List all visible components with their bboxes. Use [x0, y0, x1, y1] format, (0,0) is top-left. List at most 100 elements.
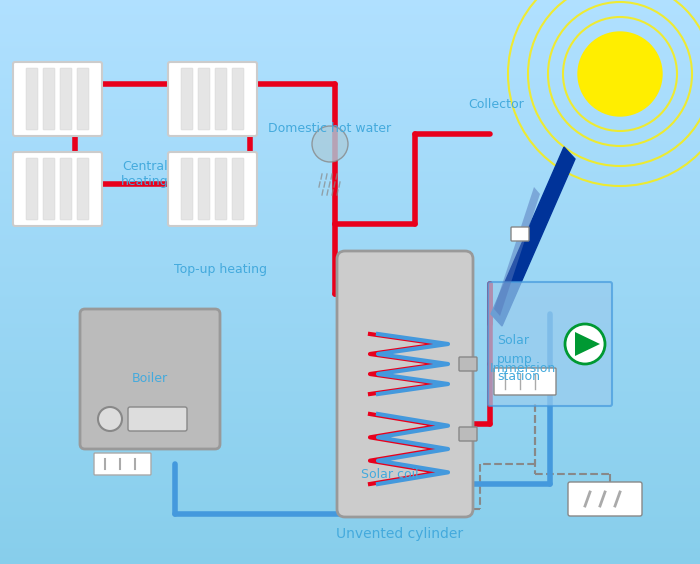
- Bar: [0, 112, 700, 113]
- Bar: [0, 157, 700, 158]
- Bar: [0, 331, 700, 332]
- Bar: [0, 461, 700, 462]
- Bar: [0, 314, 700, 315]
- Circle shape: [98, 407, 122, 431]
- Bar: [0, 238, 700, 239]
- Bar: [0, 110, 700, 111]
- Bar: [0, 221, 700, 222]
- Bar: [0, 78, 700, 79]
- Bar: [0, 553, 700, 554]
- Bar: [0, 471, 700, 472]
- Bar: [0, 391, 700, 392]
- Bar: [0, 522, 700, 523]
- FancyBboxPatch shape: [60, 158, 72, 220]
- Bar: [0, 269, 700, 270]
- Bar: [0, 265, 700, 266]
- Bar: [0, 273, 700, 274]
- Bar: [0, 380, 700, 381]
- Bar: [0, 103, 700, 104]
- Bar: [0, 310, 700, 311]
- Bar: [0, 362, 700, 363]
- Bar: [0, 206, 700, 207]
- Bar: [0, 415, 700, 416]
- Bar: [0, 138, 700, 139]
- Bar: [0, 472, 700, 473]
- Bar: [0, 393, 700, 394]
- Bar: [0, 353, 700, 354]
- Bar: [0, 316, 700, 317]
- Bar: [0, 474, 700, 475]
- Bar: [0, 31, 700, 32]
- Bar: [0, 22, 700, 23]
- Bar: [0, 328, 700, 329]
- Bar: [0, 136, 700, 137]
- Bar: [0, 7, 700, 8]
- Bar: [0, 526, 700, 527]
- Bar: [0, 387, 700, 388]
- Bar: [0, 68, 700, 69]
- Bar: [0, 534, 700, 535]
- Bar: [0, 222, 700, 223]
- Bar: [0, 395, 700, 396]
- Bar: [0, 69, 700, 70]
- Bar: [0, 547, 700, 548]
- Bar: [0, 6, 700, 7]
- Bar: [0, 341, 700, 342]
- Bar: [0, 287, 700, 288]
- Bar: [0, 372, 700, 373]
- Bar: [0, 495, 700, 496]
- Bar: [0, 27, 700, 28]
- Bar: [0, 317, 700, 318]
- Bar: [0, 96, 700, 97]
- Bar: [0, 361, 700, 362]
- Bar: [0, 541, 700, 542]
- Bar: [0, 19, 700, 20]
- Bar: [0, 185, 700, 186]
- Bar: [0, 108, 700, 109]
- Bar: [0, 502, 700, 503]
- Bar: [0, 469, 700, 470]
- Bar: [0, 405, 700, 406]
- Bar: [0, 234, 700, 235]
- Bar: [0, 535, 700, 536]
- Bar: [0, 208, 700, 209]
- Bar: [0, 164, 700, 165]
- Bar: [0, 302, 700, 303]
- Bar: [0, 60, 700, 61]
- Bar: [0, 9, 700, 10]
- Bar: [0, 252, 700, 253]
- Bar: [0, 124, 700, 125]
- Bar: [0, 416, 700, 417]
- Bar: [0, 55, 700, 56]
- Bar: [0, 274, 700, 275]
- Bar: [0, 442, 700, 443]
- Bar: [0, 501, 700, 502]
- Bar: [0, 507, 700, 508]
- Bar: [0, 439, 700, 440]
- FancyBboxPatch shape: [26, 158, 38, 220]
- Bar: [0, 146, 700, 147]
- Bar: [0, 180, 700, 181]
- Bar: [0, 481, 700, 482]
- Bar: [0, 130, 700, 131]
- Bar: [0, 174, 700, 175]
- FancyBboxPatch shape: [181, 68, 193, 130]
- Bar: [0, 134, 700, 135]
- Bar: [0, 562, 700, 563]
- Bar: [0, 538, 700, 539]
- Text: Collector: Collector: [468, 98, 524, 111]
- Bar: [0, 203, 700, 204]
- Bar: [0, 289, 700, 290]
- Bar: [0, 558, 700, 559]
- Bar: [0, 132, 700, 133]
- Bar: [0, 322, 700, 323]
- FancyBboxPatch shape: [511, 227, 529, 241]
- Bar: [0, 436, 700, 437]
- Bar: [0, 456, 700, 457]
- Bar: [0, 444, 700, 445]
- Bar: [0, 152, 700, 153]
- Bar: [0, 440, 700, 441]
- Bar: [0, 530, 700, 531]
- Bar: [0, 354, 700, 355]
- Bar: [0, 425, 700, 426]
